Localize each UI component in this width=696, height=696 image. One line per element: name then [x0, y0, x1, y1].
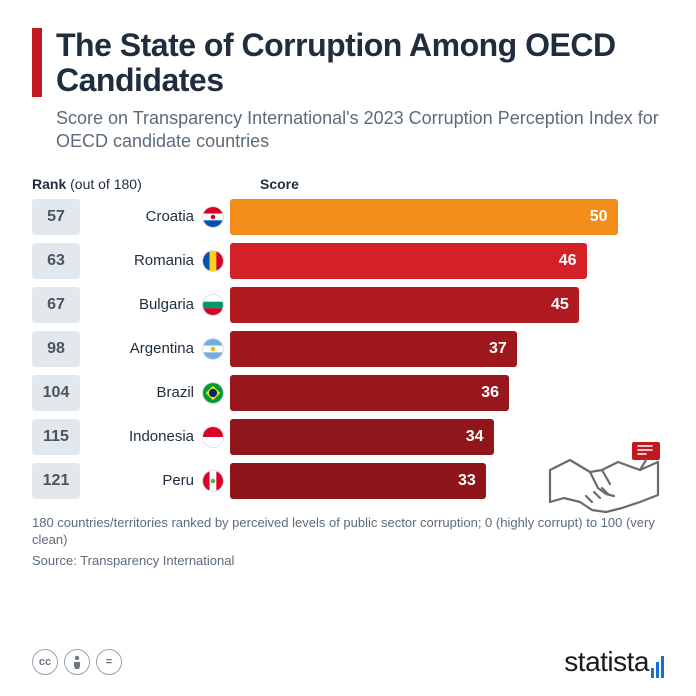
- statista-logo: statista: [564, 646, 664, 678]
- country-cell: Indonesia: [80, 426, 230, 448]
- title-block: The State of Corruption Among OECD Candi…: [32, 28, 664, 97]
- score-bar: 36: [230, 375, 509, 411]
- country-cell: Bulgaria: [80, 294, 230, 316]
- country-label: Bulgaria: [139, 296, 194, 313]
- rank-value: 67: [32, 287, 80, 323]
- country-cell: Argentina: [80, 338, 230, 360]
- country-label: Romania: [134, 252, 194, 269]
- country-cell: Croatia: [80, 206, 230, 228]
- logo-bar-1: [651, 668, 654, 678]
- table-row: 57 Croatia 50: [32, 198, 664, 236]
- chart-source: Source: Transparency International: [32, 553, 664, 568]
- nd-icon: =: [96, 649, 122, 675]
- title-accent-bar: [32, 28, 42, 97]
- score-bar: 34: [230, 419, 494, 455]
- rank-value: 98: [32, 331, 80, 367]
- handshake-icon: [540, 440, 670, 535]
- country-cell: Romania: [80, 250, 230, 272]
- by-icon: [64, 649, 90, 675]
- score-bar: 37: [230, 331, 517, 367]
- header-rank-label: Rank: [32, 176, 66, 192]
- logo-text: statista: [564, 646, 649, 678]
- table-row: 98 Argentina 37: [32, 330, 664, 368]
- logo-bar-3: [661, 656, 664, 678]
- bar-track: 45: [230, 287, 664, 323]
- logo-bar-2: [656, 662, 659, 678]
- country-label: Croatia: [146, 208, 194, 225]
- chart-title: The State of Corruption Among OECD Candi…: [56, 28, 664, 97]
- bar-track: 37: [230, 331, 664, 367]
- footer: cc = statista: [32, 646, 664, 678]
- country-cell: Peru: [80, 470, 230, 492]
- country-label: Brazil: [156, 384, 194, 401]
- header-rank: Rank (out of 180): [32, 176, 152, 192]
- country-cell: Brazil: [80, 382, 230, 404]
- license-icons: cc =: [32, 649, 122, 675]
- score-bar: 45: [230, 287, 579, 323]
- bar-track: 46: [230, 243, 664, 279]
- rank-value: 63: [32, 243, 80, 279]
- header-rank-note: (out of 180): [70, 176, 142, 192]
- source-label: Source:: [32, 553, 77, 568]
- rank-value: 115: [32, 419, 80, 455]
- column-headers: Rank (out of 180) Score: [32, 176, 664, 192]
- table-row: 67 Bulgaria 45: [32, 286, 664, 324]
- cc-icon: cc: [32, 649, 58, 675]
- chart-subtitle: Score on Transparency International's 20…: [56, 107, 664, 154]
- score-bar: 50: [230, 199, 618, 235]
- header-score: Score: [260, 176, 299, 192]
- table-row: 104 Brazil 36: [32, 374, 664, 412]
- source-value: Transparency International: [80, 553, 234, 568]
- bar-track: 50: [230, 199, 664, 235]
- rank-value: 104: [32, 375, 80, 411]
- rank-value: 121: [32, 463, 80, 499]
- score-bar: 33: [230, 463, 486, 499]
- table-row: 63 Romania 46: [32, 242, 664, 280]
- score-bar: 46: [230, 243, 587, 279]
- rank-value: 57: [32, 199, 80, 235]
- country-label: Indonesia: [129, 428, 194, 445]
- country-label: Peru: [162, 472, 194, 489]
- country-label: Argentina: [130, 340, 194, 357]
- bar-track: 36: [230, 375, 664, 411]
